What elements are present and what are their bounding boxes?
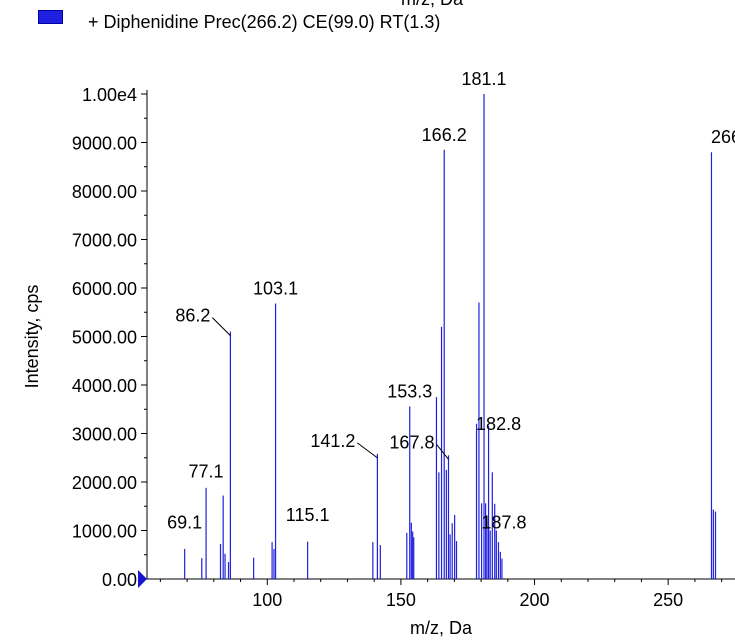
y-tick-label: 7000.00 <box>72 231 137 251</box>
annotation-leader <box>357 442 378 459</box>
peak-annotation: 141.2 <box>310 431 355 451</box>
y-tick-label: 9000.00 <box>72 134 137 154</box>
peak-annotation: 182.8 <box>476 414 521 434</box>
chart-legend: m/z, Da + Diphenidine Prec(266.2) CE(99.… <box>38 0 718 40</box>
y-tick-label: 6000.00 <box>72 279 137 299</box>
axis-labels: m/z, Da Intensity, cps <box>22 285 473 638</box>
legend-series-label: + Diphenidine Prec(266.2) CE(99.0) RT(1.… <box>88 12 441 32</box>
y-tick-label: 4000.00 <box>72 376 137 396</box>
x-tick-label: 100 <box>252 590 282 610</box>
y-tick-label: 2000.00 <box>72 473 137 493</box>
x-tick-label: 150 <box>386 590 416 610</box>
annotation-leader <box>212 317 231 337</box>
clipped-axis-title-text: m/z, Da <box>401 0 463 10</box>
peak-annotations: 69.1 77.1 86.2 103.1 115.1 141.2 153.3 166.2 167… <box>167 69 735 533</box>
peak-annotation: 166.2 <box>422 125 467 145</box>
peak-annotation: 86.2 <box>175 306 210 326</box>
x-tick-label: 250 <box>653 590 683 610</box>
peak-annotation: 181.1 <box>462 69 507 89</box>
y-tick-label: 0.00 <box>102 570 137 590</box>
y-axis-title: Intensity, cps <box>22 285 42 389</box>
peak-annotation: 77.1 <box>189 462 224 482</box>
spectrum-peaks <box>184 94 717 579</box>
peak-annotation: 153.3 <box>387 381 432 401</box>
x-tick-label: 200 <box>520 590 550 610</box>
y-tick-label: 1000.00 <box>72 522 137 542</box>
peak-annotation: 187.8 <box>481 513 526 533</box>
annotation-leader <box>436 444 449 460</box>
legend-color-swatch <box>38 10 63 24</box>
y-tick-label: 1.00e4 <box>82 85 137 105</box>
peak-annotation: 115.1 <box>286 505 330 525</box>
y-tick-label: 8000.00 <box>72 182 137 202</box>
y-tick-label: 3000.00 <box>72 425 137 445</box>
peak-annotation: 103.1 <box>253 279 298 299</box>
peak-annotation: 266.2 <box>711 127 735 147</box>
peak-annotation: 69.1 <box>167 513 202 533</box>
baseline-marker <box>138 570 147 588</box>
peak-annotation: 167.8 <box>389 432 434 452</box>
chart-axes: 0.00 1000.00 2000.00 3000.00 4000.00 5000.00 6… <box>72 85 735 610</box>
x-axis-title: m/z, Da <box>410 618 473 638</box>
y-tick-label: 5000.00 <box>72 328 137 348</box>
